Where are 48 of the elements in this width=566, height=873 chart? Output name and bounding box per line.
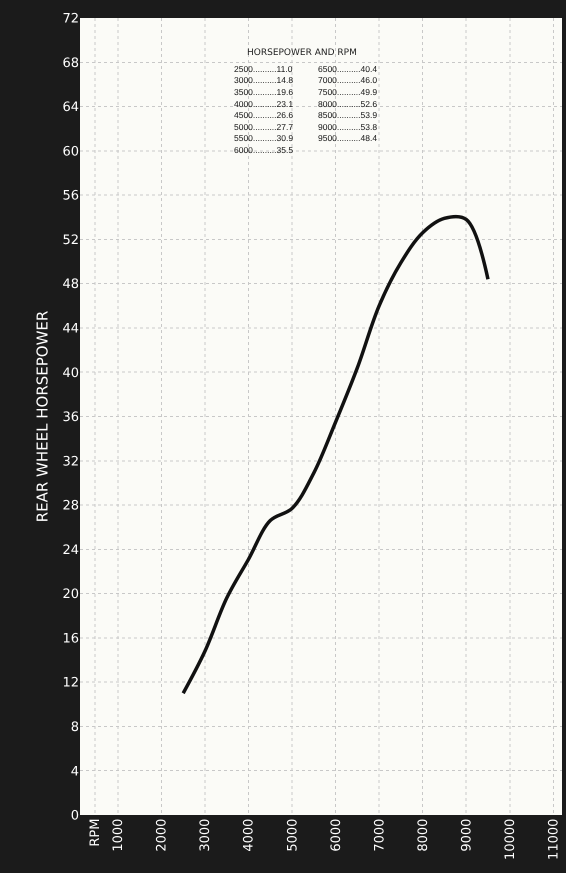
annotation: 4500..........26.6 <box>234 110 294 120</box>
annotation: 9500..........48.4 <box>318 133 378 143</box>
x-tick-label: 6000 <box>328 818 344 852</box>
y-tick-label: 32 <box>62 454 79 470</box>
y-tick-label: 0 <box>70 808 79 824</box>
y-tick-label: 64 <box>62 100 79 116</box>
annotation: 2500..........11.0 <box>234 64 293 74</box>
y-tick-label: 16 <box>62 631 79 646</box>
y-tick-label: 44 <box>62 321 79 336</box>
annotation: 5500..........30.9 <box>234 133 294 143</box>
y-tick-label: 4 <box>70 764 79 780</box>
annotation: HORSEPOWER AND RPM <box>247 48 357 58</box>
annotation: 3500..........19.6 <box>234 87 294 97</box>
annotation: 6500..........40.4 <box>318 64 378 74</box>
x-tick-label: RPM <box>88 818 104 847</box>
y-tick-label: 24 <box>62 542 79 558</box>
x-tick-label: 9000 <box>459 818 474 852</box>
y-tick-label: 60 <box>62 144 79 160</box>
x-tick-label: 10000 <box>502 818 518 860</box>
y-tick-label: 20 <box>62 587 79 602</box>
y-tick-label: 48 <box>62 277 79 292</box>
y-tick-label: 40 <box>62 366 79 381</box>
x-tick-label: 7000 <box>372 818 388 852</box>
y-tick-label: 8 <box>70 720 79 735</box>
annotation: 3000..........14.8 <box>234 75 294 85</box>
y-axis-title: REAR WHEEL HORSEPOWER <box>34 310 52 522</box>
annotation: 7500..........49.9 <box>318 87 378 97</box>
y-tick-label: 68 <box>62 56 79 71</box>
y-tick-label: 56 <box>62 188 79 204</box>
annotation: 4000..........23.1 <box>234 99 294 109</box>
y-tick-label: 72 <box>62 12 79 27</box>
y-tick-label: 28 <box>62 498 79 514</box>
annotation: 8000..........52.6 <box>318 99 378 109</box>
y-tick-label: 12 <box>62 676 79 691</box>
y-tick-label: 36 <box>62 410 79 426</box>
y-tick-label: 52 <box>62 232 79 248</box>
x-tick-label: 1000 <box>111 818 126 852</box>
x-tick-label: 8000 <box>416 818 431 852</box>
x-tick-label: 5000 <box>285 818 300 852</box>
x-tick-label: 3000 <box>198 818 214 852</box>
annotation: 6000..........35.5 <box>234 145 294 155</box>
x-tick-label: 2000 <box>154 818 170 852</box>
annotation: 7000..........46.0 <box>318 75 378 85</box>
annotation: 5000..........27.7 <box>234 122 294 132</box>
annotation: 9000..........53.8 <box>318 122 378 132</box>
x-tick-label: 11000 <box>546 818 562 860</box>
x-tick-label: 4000 <box>242 818 257 852</box>
annotation: 8500..........53.9 <box>318 110 378 120</box>
